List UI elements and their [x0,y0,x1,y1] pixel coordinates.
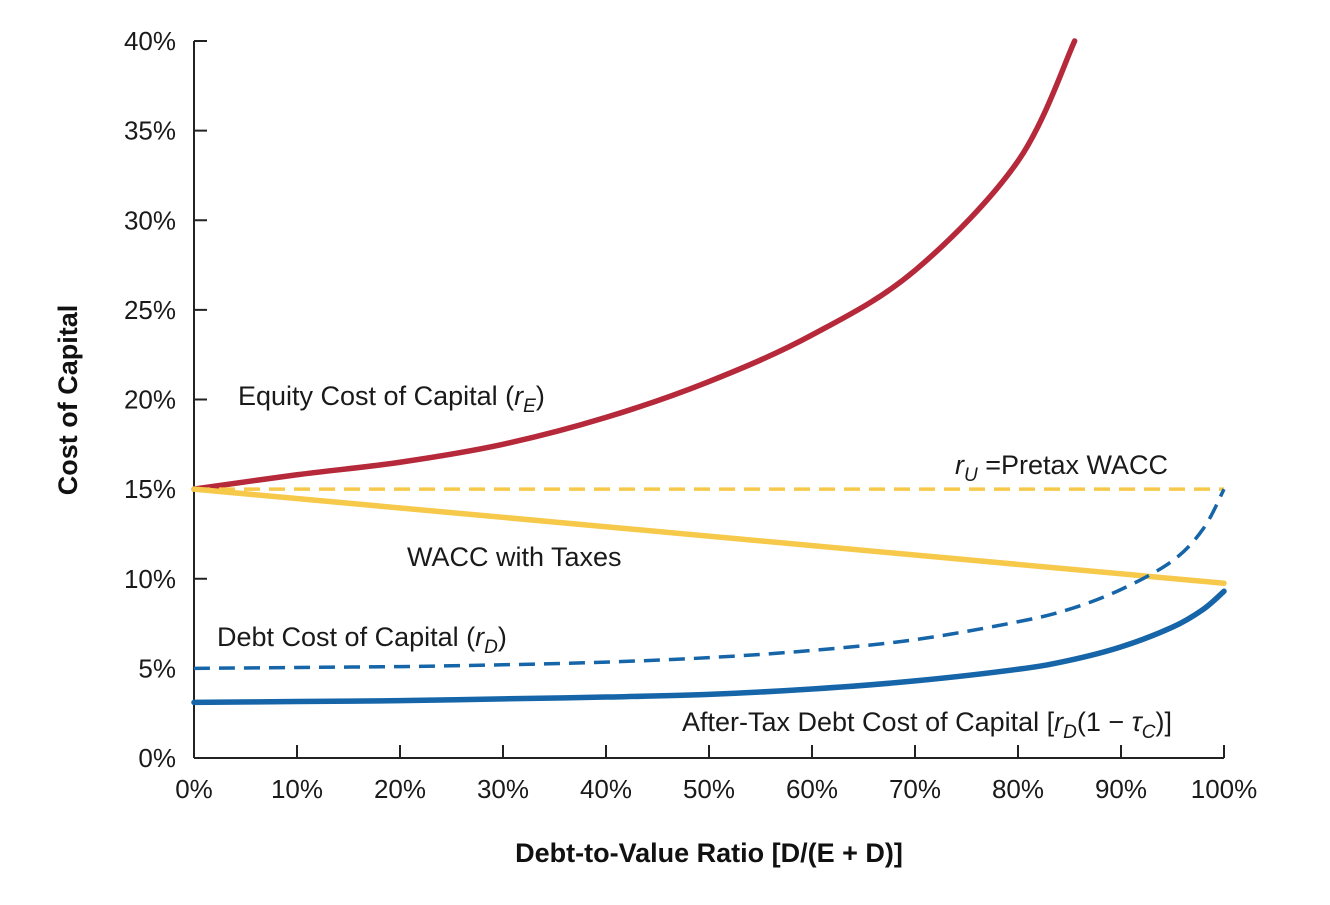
y-axis-title: Cost of Capital [53,305,83,496]
after-tax-debt-cost-line [191,588,1227,706]
x-tick-label: 0% [175,774,213,804]
pretax-wacc-label: rU =Pretax WACC [955,450,1168,486]
wacc-with-taxes-label: WACC with Taxes [407,542,622,572]
y-tick-label: 20% [124,385,176,415]
debt-cost-label: Debt Cost of Capital (rD) [217,622,507,658]
equity-cost-line [191,38,1078,492]
x-axis-title: Debt-to-Value Ratio [D/(E + D)] [515,838,903,868]
y-tick-label: 15% [124,474,176,504]
y-tick-label: 10% [124,564,176,594]
y-tick-label: 0% [138,743,176,773]
y-tick-label: 5% [138,653,176,683]
y-tick-label: 40% [124,26,176,56]
after-tax-debt-cost-label: After-Tax Debt Cost of Capital [rD(1 − τ… [682,707,1172,743]
x-tick-label: 40% [580,774,632,804]
x-tick-label: 70% [889,774,941,804]
x-tick-label: 50% [683,774,735,804]
x-tick-label: 60% [786,774,838,804]
wacc-with-taxes-line [191,486,1227,586]
x-tick-label: 10% [271,774,323,804]
y-tick-label: 25% [124,295,176,325]
x-tick-label: 20% [374,774,426,804]
equity-cost-label: Equity Cost of Capital (rE) [238,381,545,417]
x-tick-label: 30% [477,774,529,804]
series-layer [191,38,1227,706]
y-axis-ticks: 0% 5% 10% 15% 20% 25% 30% 35% 40% [124,26,207,773]
x-tick-label: 90% [1095,774,1147,804]
x-tick-label: 80% [992,774,1044,804]
y-tick-label: 30% [124,205,176,235]
x-axis-ticks: 0% 10% 20% 30% 40% 50% 60% 70% 80% 90% 100% [175,745,1257,804]
y-tick-label: 35% [124,116,176,146]
x-tick-label: 100% [1191,774,1258,804]
debt-cost-line [193,488,1226,671]
